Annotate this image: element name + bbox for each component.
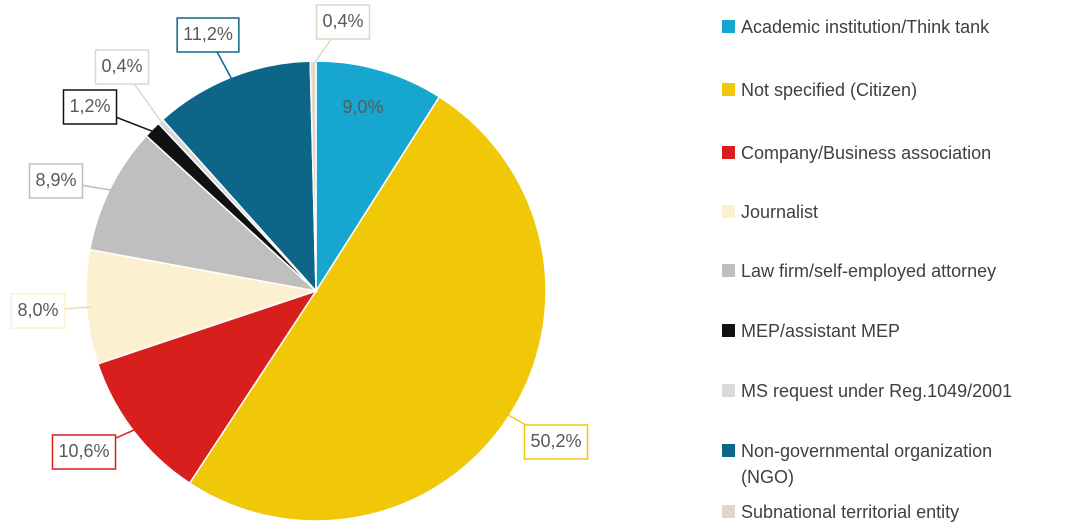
data-label: 1,2% bbox=[69, 96, 110, 116]
legend-label: Academic institution/Think tank bbox=[741, 17, 990, 37]
data-label: 10,6% bbox=[58, 441, 109, 461]
legend-swatch bbox=[722, 264, 735, 277]
data-label: 8,0% bbox=[17, 300, 58, 320]
legend-label: Subnational territorial entity bbox=[741, 502, 960, 522]
legend-label: Non-governmental organization (NGO) bbox=[741, 441, 993, 487]
label-box bbox=[28, 163, 84, 199]
legend-entry: Academic institution/Think tank bbox=[722, 14, 1072, 40]
legend-label: Company/Business association bbox=[741, 143, 992, 163]
data-label: 50,2% bbox=[530, 431, 581, 451]
label-box bbox=[51, 434, 117, 470]
data-label: 9,0% bbox=[342, 97, 383, 117]
legend-entry: Company/Business association bbox=[722, 140, 1072, 166]
data-label: 0,4% bbox=[101, 56, 142, 76]
pie-slice bbox=[315, 60, 441, 294]
legend-label: Journalist bbox=[741, 202, 819, 222]
legend-entry: MS request under Reg.1049/2001 bbox=[722, 378, 1072, 404]
legend-swatch bbox=[722, 324, 735, 337]
label-box bbox=[10, 293, 66, 329]
legend-swatch bbox=[722, 444, 735, 457]
data-label: 11,2% bbox=[183, 24, 233, 44]
data-label: 8,9% bbox=[35, 170, 76, 190]
legend-label: Law firm/self-employed attorney bbox=[741, 261, 997, 281]
label-box bbox=[62, 89, 118, 125]
legend-swatch bbox=[722, 505, 735, 518]
legend-entry: Not specified (Citizen) bbox=[722, 77, 1072, 103]
legend-entry: Non-governmental organization (NGO) bbox=[722, 438, 1072, 490]
label-box bbox=[94, 49, 150, 85]
legend-swatch bbox=[722, 146, 735, 159]
legend-entry: Subnational territorial entity bbox=[722, 499, 1072, 522]
label-box bbox=[176, 17, 240, 53]
legend-swatch bbox=[722, 384, 735, 397]
pie-slice bbox=[88, 134, 319, 293]
label-box bbox=[523, 424, 589, 460]
label-box bbox=[315, 4, 371, 40]
pie-area: 9,0% 50,2% 10,6% 8,0% 8,9% 1,2% 0,4% 11,2% 0,4% bbox=[10, 4, 589, 522]
legend-swatch bbox=[722, 205, 735, 218]
legend-label: Not specified (Citizen) bbox=[741, 80, 918, 100]
legend-swatch bbox=[722, 20, 735, 33]
legend-entry: Law firm/self-employed attorney bbox=[722, 258, 1072, 284]
legend-label: MEP/assistant MEP bbox=[741, 321, 901, 341]
legend-label: MS request under Reg.1049/2001 bbox=[741, 381, 1013, 401]
pie-slice bbox=[96, 289, 318, 485]
legend-entry: Journalist bbox=[722, 199, 1072, 225]
legend-swatch bbox=[722, 83, 735, 96]
legend-entry: MEP/assistant MEP bbox=[722, 318, 1072, 344]
data-label: 0,4% bbox=[322, 11, 363, 31]
